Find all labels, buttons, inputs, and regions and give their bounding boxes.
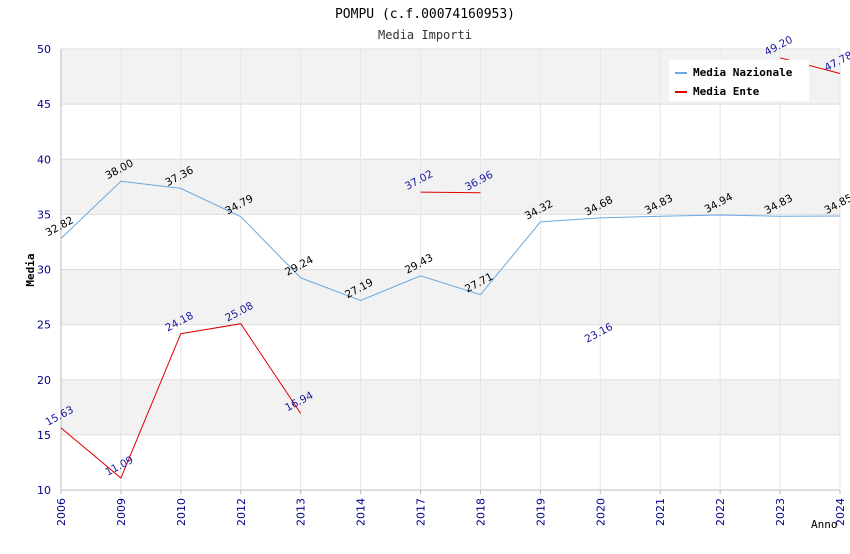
grid-bands — [60, 48, 841, 491]
series-line-ente — [420, 191, 481, 194]
grid-band — [61, 104, 840, 160]
grid-band — [61, 324, 840, 380]
series-line-ente — [60, 323, 302, 479]
y-tick-label: 35 — [37, 208, 51, 221]
legend-box — [669, 60, 809, 101]
grid-band — [61, 159, 840, 215]
y-tick-label: 10 — [37, 484, 51, 497]
x-tick-label: 2020 — [594, 498, 607, 526]
x-tick-label: 2018 — [474, 498, 487, 526]
legend-label: Media Ente — [693, 85, 760, 98]
grid-band — [61, 269, 840, 325]
axes: 10 15 20 25 30 35 40 45 50 2006 2009 2010 2012 2013 20… — [37, 43, 847, 526]
series-line-nazionale — [60, 180, 841, 302]
x-tick-label: 2021 — [654, 498, 667, 526]
y-tick-label: 25 — [37, 319, 51, 332]
x-tick-label: 2019 — [534, 498, 547, 526]
series-layer — [60, 57, 841, 479]
chart-subtitle: Media Importi — [378, 28, 472, 42]
x-tick-label: 2010 — [175, 498, 188, 526]
y-tick-label: 15 — [37, 429, 51, 442]
y-tick-label: 40 — [37, 153, 51, 166]
x-tick-label: 2009 — [115, 498, 128, 526]
x-tick-label: 2024 — [834, 498, 847, 526]
x-tick-label: 2012 — [235, 498, 248, 526]
x-tick-label: 2022 — [714, 498, 727, 526]
grid-band — [61, 434, 840, 490]
chart-title: POMPU (c.f.00074160953) — [335, 7, 515, 22]
legend-label: Media Nazionale — [693, 66, 793, 79]
legend: Media Nazionale Media Ente — [669, 60, 809, 101]
grid-band — [61, 379, 840, 435]
y-tick-label: 20 — [37, 374, 51, 387]
y-tick-label: 30 — [37, 264, 51, 277]
x-tick-label: 2014 — [355, 498, 368, 526]
y-axis-label: Media — [24, 253, 37, 286]
x-tick-label: 2006 — [55, 498, 68, 526]
y-tick-label: 45 — [37, 98, 51, 111]
x-tick-label: 2013 — [295, 498, 308, 526]
x-tick-label: 2023 — [774, 498, 787, 526]
grid-band — [61, 214, 840, 270]
x-axis-label: Anno — [811, 518, 838, 531]
x-tick-label: 2017 — [415, 498, 428, 526]
y-tick-label: 50 — [37, 43, 51, 56]
